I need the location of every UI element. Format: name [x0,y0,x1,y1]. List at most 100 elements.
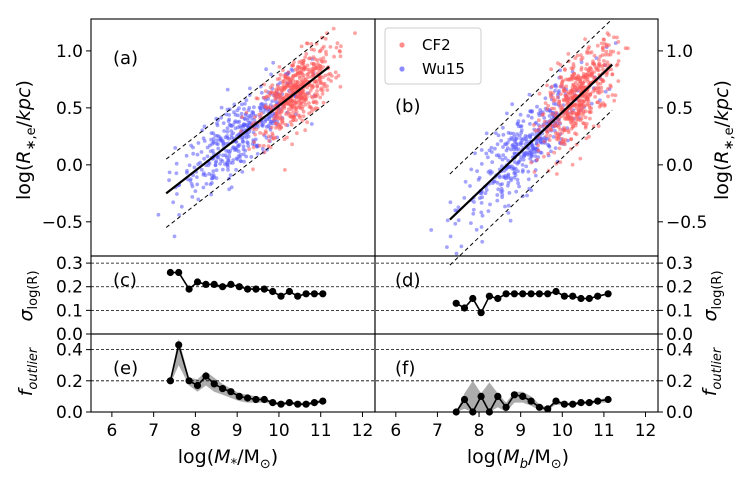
scatter-points-panel-a [156,26,357,239]
outlier-point [560,400,569,408]
wu15-point [216,146,221,151]
cf2-point [282,87,287,92]
wu15-point [219,158,223,162]
cf2-point [578,156,583,161]
wu15-point [501,125,505,130]
cf2-point [558,84,563,89]
cf2-point [559,140,564,145]
cf2-point [555,95,560,100]
x-tick-label: 8 [474,421,485,441]
cf2-point [321,100,326,105]
wu15-point [189,182,194,186]
wu15-point [486,155,490,160]
cf2-point [298,91,303,96]
wu15-point [214,168,219,173]
cf2-point [300,66,304,70]
wu15-point [258,105,263,110]
panel-label-a: (a) [113,48,138,69]
cf2-point [541,112,546,116]
wu15-point [187,163,192,168]
wu15-point [196,197,201,202]
cf2-point [552,106,557,111]
cf2-point [278,72,283,77]
cf2-point [270,90,275,95]
cf2-point [332,54,336,59]
axes-layer: 6 6 7 7 8 8 9 9 10 10 11 11 12 12 1.0 1.0 0.5 0.5 0.0 0.0 −0… [42,18,707,441]
cf2-point [281,68,285,72]
cf2-point [308,88,313,93]
upper-bound-line [449,18,613,175]
wu15-point [238,159,243,164]
y-tick-label: 0.2 [666,372,693,392]
wu15-point [209,192,214,197]
wu15-point [527,92,532,97]
cf2-point [561,78,565,83]
cf2-point [579,81,584,86]
cf2-point [536,128,541,133]
cf2-point [244,110,249,115]
cf2-point [574,117,579,122]
cf2-point [335,41,340,46]
wu15-point [515,121,520,126]
cf2-point [596,100,600,105]
wu15-point [489,145,494,150]
cf2-point [596,64,601,69]
cf2-point [597,89,601,93]
cf2-point [547,138,552,143]
wu15-point [429,228,434,232]
cf2-point [548,90,553,95]
cf2-point [579,106,583,111]
wu15-point [156,212,161,217]
cf2-point [578,110,583,115]
outlier-point [202,372,210,380]
cf2-point [542,139,547,144]
cf2-point [292,83,297,88]
cf2-point [331,26,336,31]
cf2-point [616,40,621,44]
wu15-point [486,209,491,214]
cf2-point [282,137,287,142]
wu15-point [227,154,232,159]
sigma-series-line [170,271,323,298]
outlier-point [260,395,268,404]
wu15-point [241,144,246,149]
sigma-point [319,290,327,298]
wu15-point [531,146,536,151]
wu15-point [219,115,224,120]
cf2-point [297,105,302,110]
cf2-point [295,131,299,136]
sigma-point [604,290,612,298]
wu15-point [223,153,228,158]
upper-bound-line [165,32,330,160]
cf2-point [263,129,268,134]
cf2-point [305,94,309,99]
wu15-point [239,111,244,116]
cf2-point [581,104,586,109]
cf2-point [291,74,295,79]
cf2-point [270,133,275,138]
wu15-point [211,137,216,141]
cf2-point [613,93,618,98]
cf2-point [317,49,322,54]
cf2-point [583,115,588,120]
wu15-point [233,119,238,123]
wu15-point [533,173,538,178]
wu15-point [249,113,254,118]
wu15-point [529,143,534,148]
cf2-point [557,146,562,151]
cf2-point [569,110,574,115]
sigma-point [469,294,477,303]
cf2-point [266,105,271,109]
y-tick-label: 0.4 [666,341,693,361]
wu15-point [215,138,220,143]
sigma-point [460,304,469,312]
wu15-point [225,134,229,138]
cf2-point [577,103,582,108]
cf2-point [545,130,550,135]
outlier-point [185,377,193,385]
cf2-point [295,80,300,85]
cf2-point [318,78,323,83]
wu15-point [231,158,236,162]
y-tick-label: 1.0 [666,42,693,62]
